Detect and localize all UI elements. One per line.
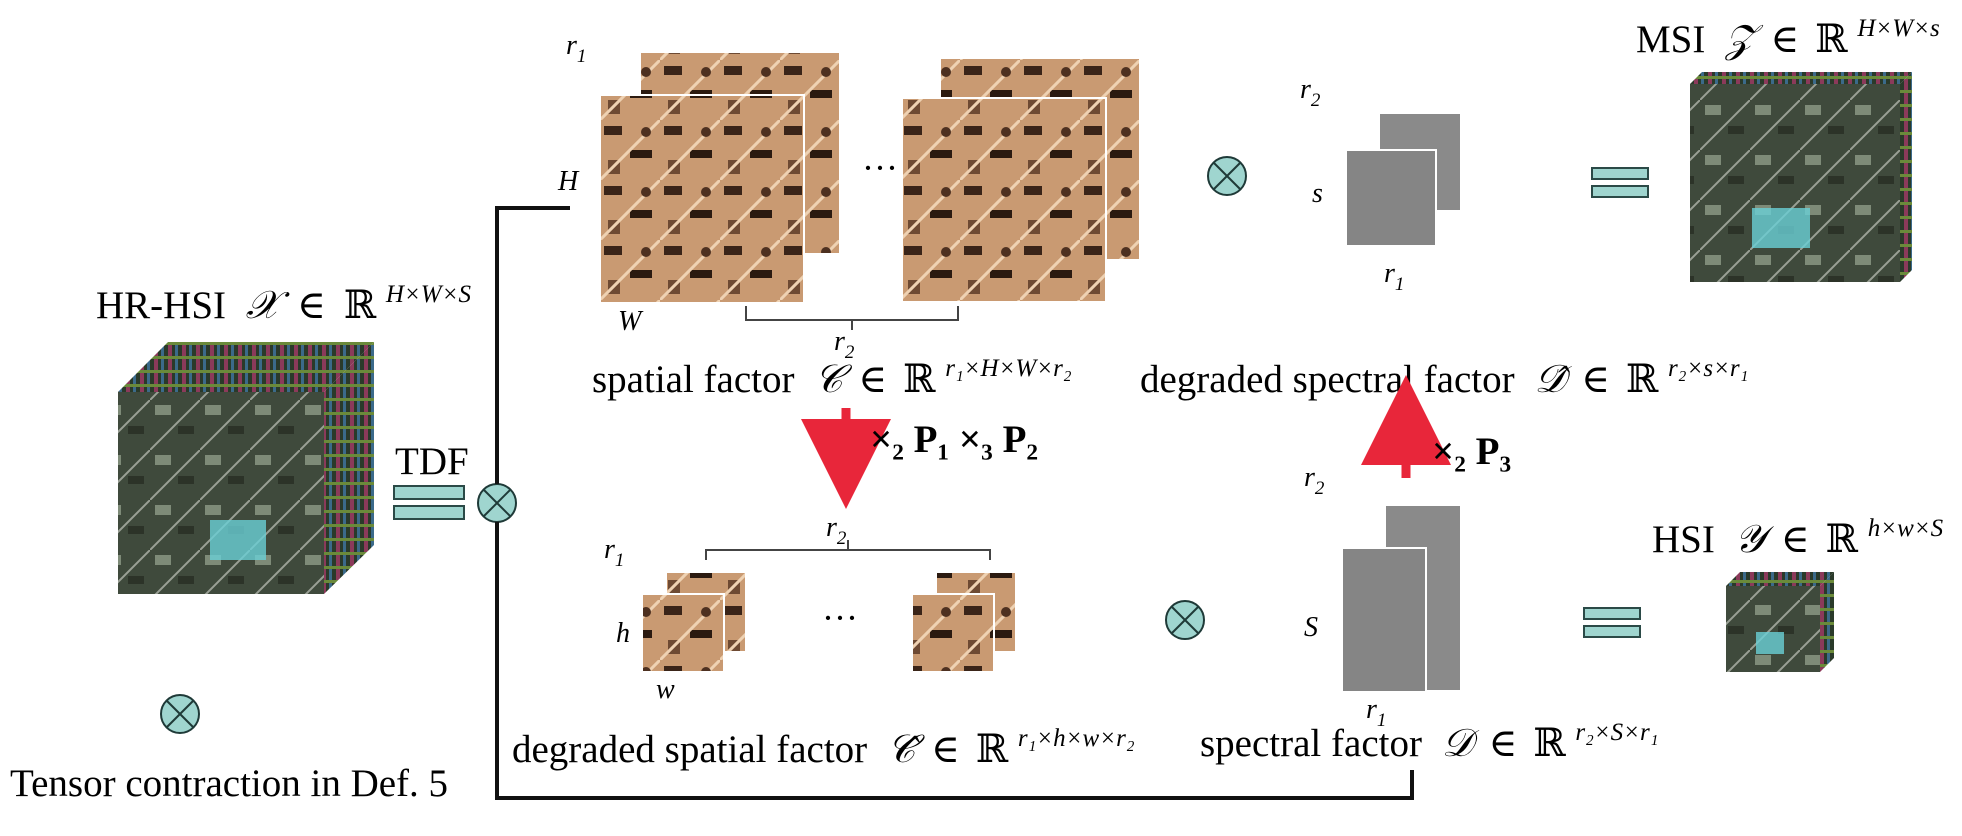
equals-bar-bottom	[393, 505, 465, 520]
spatial-ellipsis: ···	[862, 148, 898, 188]
contraction-icon-top	[1207, 156, 1247, 196]
tensor-contraction-icon	[477, 483, 517, 523]
spatial-r2-label: r2	[834, 326, 855, 363]
deg-spatial-w-label: w	[656, 674, 675, 705]
deg-spatial-r2-label: r2	[826, 512, 847, 549]
degraded-spectral-block	[1345, 114, 1460, 247]
deg-spatial-h-label: h	[616, 618, 630, 649]
up-operator: ×₂ P₃	[1432, 430, 1511, 473]
connector-top	[495, 206, 570, 484]
tdf-label: TDF	[395, 440, 469, 483]
hsi-caption: HSI 𝒴 ∈ ℝ h×w×S	[1652, 515, 1944, 561]
deg-spatial-ellipsis: ···	[822, 598, 858, 638]
equals-msi-top	[1591, 167, 1649, 180]
hsi-cube	[1726, 572, 1834, 672]
spatial-r2-brace	[745, 306, 959, 330]
deg-spectral-caption: degraded spectral factor 𝒟̂ ∈ ℝ r₂×s×r₁	[1140, 355, 1748, 401]
deg-spatial-r1-label: r1	[604, 534, 624, 571]
hr-hsi-cube	[118, 342, 374, 594]
deg-spectral-r2-label: r2	[1300, 74, 1321, 111]
legend-contraction-icon	[160, 694, 200, 734]
degraded-spatial-tiles	[641, 571, 1017, 673]
spectral-r2-label: r2	[1304, 462, 1325, 499]
equals-msi-bottom	[1591, 185, 1649, 198]
contraction-icon-bottom	[1165, 600, 1205, 640]
spatial-W-label: W	[618, 306, 644, 337]
equals-hsi-bottom	[1583, 625, 1641, 638]
connector-bottom	[495, 522, 1414, 800]
equals-bar-top	[393, 485, 465, 500]
deg-spectral-s-label: s	[1312, 178, 1323, 209]
hr-hsi-caption: HR-HSI 𝒳 ∈ ℝ H×W×S	[96, 281, 471, 327]
spectral-block	[1341, 506, 1460, 693]
deg-spectral-r1-label: r1	[1384, 258, 1404, 295]
equals-hsi-top	[1583, 607, 1641, 620]
deg-spatial-r2-brace	[705, 540, 991, 560]
spatial-caption: spatial factor 𝒞 ∈ ℝ r₁×H×W×r₂	[592, 355, 1072, 401]
spatial-r1-label: r1	[566, 30, 586, 67]
spatial-H-label: H	[557, 166, 580, 197]
spectral-S-label: S	[1304, 612, 1318, 643]
spectral-r1-label: r1	[1366, 694, 1386, 731]
spatial-factor-tiles	[599, 51, 1141, 304]
deg-spatial-caption: degraded spatial factor 𝒞̂ ∈ ℝ r₁×h×w×r₂	[512, 725, 1135, 771]
msi-cube	[1690, 72, 1912, 282]
msi-caption: MSI 𝒵 ∈ ℝ H×W×s	[1636, 15, 1940, 61]
down-operator: ×₂ P₁ ×₃ P₂	[870, 418, 1038, 461]
spectral-caption: spectral factor 𝒟 ∈ ℝ r₂×S×r₁	[1200, 719, 1658, 765]
legend-text: Tensor contraction in Def. 5	[10, 762, 448, 805]
